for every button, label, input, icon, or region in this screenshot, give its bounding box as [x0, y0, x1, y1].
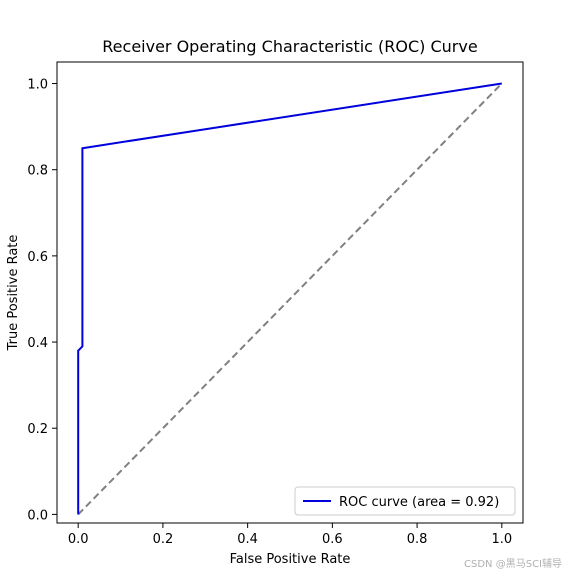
chance-diagonal-line	[77, 82, 503, 516]
series-layer	[77, 82, 503, 516]
axis-ticks: 0.0 0.2 0.4 0.6 0.8 1.0 0.0 0.2 0.4 0.6 0.8 1.0	[27, 78, 512, 547]
x-tick-label: 0.6	[322, 532, 343, 547]
y-tick-label: 1.0	[27, 78, 48, 93]
y-axis-label: True Positive Rate	[6, 235, 21, 352]
x-tick-label: 0.4	[237, 532, 258, 547]
y-tick-label: 0.6	[27, 250, 48, 265]
x-tick-label: 0.2	[153, 532, 174, 547]
x-tick-label: 0.0	[68, 532, 89, 547]
watermark: CSDN @黑马SCI辅导	[464, 559, 562, 570]
legend-box	[294, 486, 516, 516]
legend: ROC curve (area = 0.92)	[294, 486, 516, 516]
roc-curve-line	[77, 82, 502, 515]
x-tick-label: 0.8	[407, 532, 428, 547]
plot-frame	[56, 61, 524, 524]
x-tick-label: 1.0	[491, 532, 512, 547]
chart-title: Receiver Operating Characteristic (ROC) …	[102, 37, 477, 56]
y-tick-label: 0.4	[27, 336, 48, 351]
y-tick-label: 0.8	[27, 164, 48, 179]
y-tick-label: 0.2	[27, 422, 48, 437]
y-tick-label: 0.0	[27, 508, 48, 523]
x-axis-label: False Positive Rate	[230, 552, 351, 567]
legend-label-roc: ROC curve (area = 0.92)	[339, 495, 499, 510]
